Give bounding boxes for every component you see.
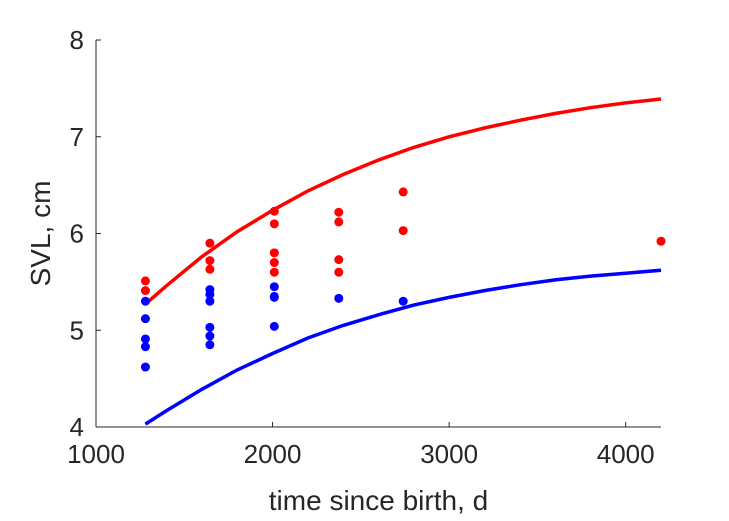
data-point	[398, 226, 408, 236]
data-point	[140, 314, 150, 324]
data-point	[205, 238, 215, 248]
data-point	[334, 255, 344, 265]
data-point	[140, 362, 150, 372]
data-point	[398, 187, 408, 197]
data-point	[140, 342, 150, 352]
x-tick-label: 2000	[244, 439, 302, 469]
data-point	[334, 217, 344, 227]
data-point	[140, 286, 150, 296]
x-tick-label: 4000	[597, 439, 655, 469]
data-point	[269, 292, 279, 302]
fit-line-2	[144, 97, 662, 306]
y-tick-label: 6	[70, 219, 84, 249]
data-point	[334, 207, 344, 217]
data-point	[269, 248, 279, 258]
y-ticks: 4 5 6 7 8	[70, 25, 101, 442]
data-point	[269, 267, 279, 277]
data-point	[334, 267, 344, 277]
x-axis-label: time since birth, d	[269, 485, 488, 516]
y-tick-label: 4	[70, 412, 84, 442]
data-point	[269, 321, 279, 331]
data-point	[205, 289, 215, 299]
y-tick-label: 7	[70, 122, 84, 152]
data-point	[140, 334, 150, 344]
data-point	[269, 258, 279, 268]
data-point	[140, 276, 150, 286]
fit-line-3	[144, 268, 662, 426]
fit-lines	[144, 97, 662, 426]
data-point	[205, 322, 215, 332]
data-point	[269, 219, 279, 229]
x-ticks: 1000 2000 3000 4000	[67, 422, 655, 469]
y-axis-label: SVL, cm	[25, 181, 56, 287]
data-point	[269, 282, 279, 292]
data-point	[205, 264, 215, 274]
y-tick-label: 8	[70, 25, 84, 55]
axes: 4 5 6 7 8 1000 2000 3000 4000	[67, 25, 661, 469]
data-points	[140, 187, 666, 372]
data-point	[205, 256, 215, 266]
data-point	[269, 206, 279, 216]
x-tick-label: 3000	[420, 439, 478, 469]
data-point	[205, 340, 215, 350]
data-point	[656, 236, 666, 246]
x-tick-label: 1000	[67, 439, 125, 469]
data-point	[140, 296, 150, 306]
data-point	[205, 296, 215, 306]
data-point	[334, 293, 344, 303]
data-point	[398, 296, 408, 306]
data-point	[205, 331, 215, 341]
y-tick-label: 5	[70, 315, 84, 345]
